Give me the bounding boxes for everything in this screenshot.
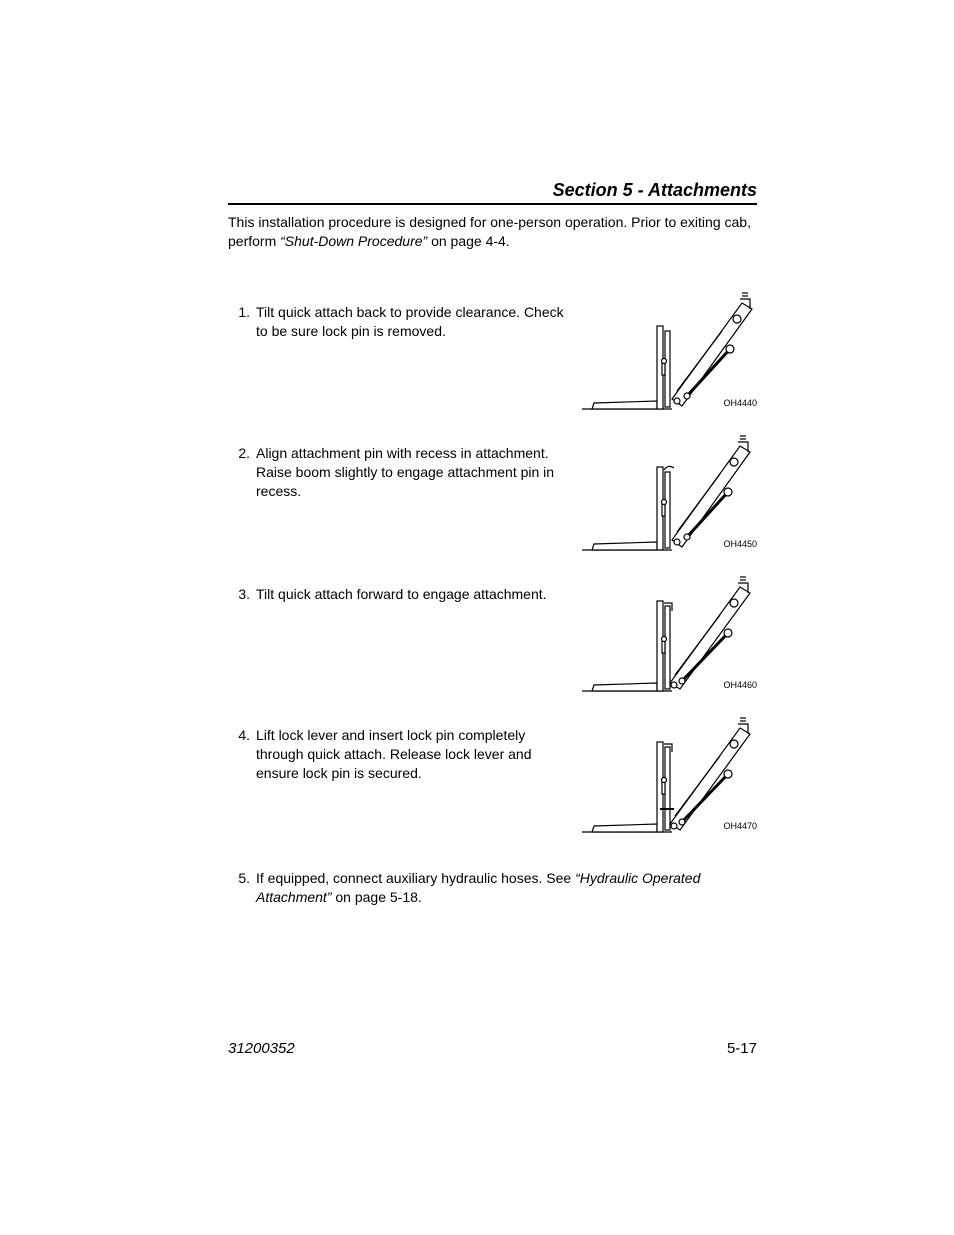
step5-pre: If equipped, connect auxiliary hydraulic…: [256, 870, 575, 886]
step-row-2: 2. Align attachment pin with recess in a…: [228, 432, 757, 559]
step-body-2: Align attachment pin with recess in atta…: [256, 444, 573, 501]
intro-text-2: on page 4-4.: [427, 233, 510, 249]
step-body-1: Tilt quick attach back to provide cleara…: [256, 303, 573, 341]
figure-wrap-3: OH4460: [582, 573, 757, 700]
footer-doc-number: 31200352: [228, 1040, 295, 1057]
step-num-1: 1.: [228, 303, 256, 341]
quick-attach-diagram-icon: [582, 714, 757, 836]
page: Section 5 - Attachments This installatio…: [0, 0, 954, 1235]
step-row-3: 3. Tilt quick attach forward to engage a…: [228, 573, 757, 700]
section-header: Section 5 - Attachments: [228, 180, 757, 205]
figure-wrap-2: OH4450: [582, 432, 757, 559]
figure-label-2: OH4450: [723, 539, 757, 549]
figure-label-4: OH4470: [723, 821, 757, 831]
step-row-4: 4. Lift lock lever and insert lock pin c…: [228, 714, 757, 841]
intro-ref: “Shut-Down Procedure”: [280, 233, 427, 249]
step5-post: on page 5-18.: [331, 889, 421, 905]
step-text-1: 1. Tilt quick attach back to provide cle…: [228, 291, 573, 341]
footer-page-number: 5-17: [727, 1040, 757, 1057]
step-body-3: Tilt quick attach forward to engage atta…: [256, 585, 573, 604]
figure-wrap-1: OH4440: [582, 291, 757, 418]
step-figure-1: OH4440: [573, 291, 757, 418]
step-text-4: 4. Lift lock lever and insert lock pin c…: [228, 714, 573, 783]
figure-wrap-4: OH4470: [582, 714, 757, 841]
step-num-3: 3.: [228, 585, 256, 604]
figure-label-1: OH4440: [723, 398, 757, 408]
step-num-4: 4.: [228, 726, 256, 783]
quick-attach-diagram-icon: [582, 291, 757, 413]
step-body-4: Lift lock lever and insert lock pin comp…: [256, 726, 573, 783]
step-num-5: 5.: [228, 869, 256, 907]
intro-paragraph: This installation procedure is designed …: [228, 213, 757, 251]
step-row-5: 5. If equipped, connect auxiliary hydrau…: [228, 869, 757, 907]
step-figure-3: OH4460: [573, 573, 757, 700]
step-figure-4: OH4470: [573, 714, 757, 841]
step-figure-2: OH4450: [573, 432, 757, 559]
section-title: Section 5 - Attachments: [553, 180, 757, 200]
page-footer: 31200352 5-17: [228, 1040, 757, 1057]
step-row-1: 1. Tilt quick attach back to provide cle…: [228, 291, 757, 418]
figure-label-3: OH4460: [723, 680, 757, 690]
step-text-2: 2. Align attachment pin with recess in a…: [228, 432, 573, 501]
quick-attach-diagram-icon: [582, 432, 757, 554]
quick-attach-diagram-icon: [582, 573, 757, 695]
step-text-3: 3. Tilt quick attach forward to engage a…: [228, 573, 573, 604]
step-num-2: 2.: [228, 444, 256, 501]
step-body-5: If equipped, connect auxiliary hydraulic…: [256, 869, 757, 907]
